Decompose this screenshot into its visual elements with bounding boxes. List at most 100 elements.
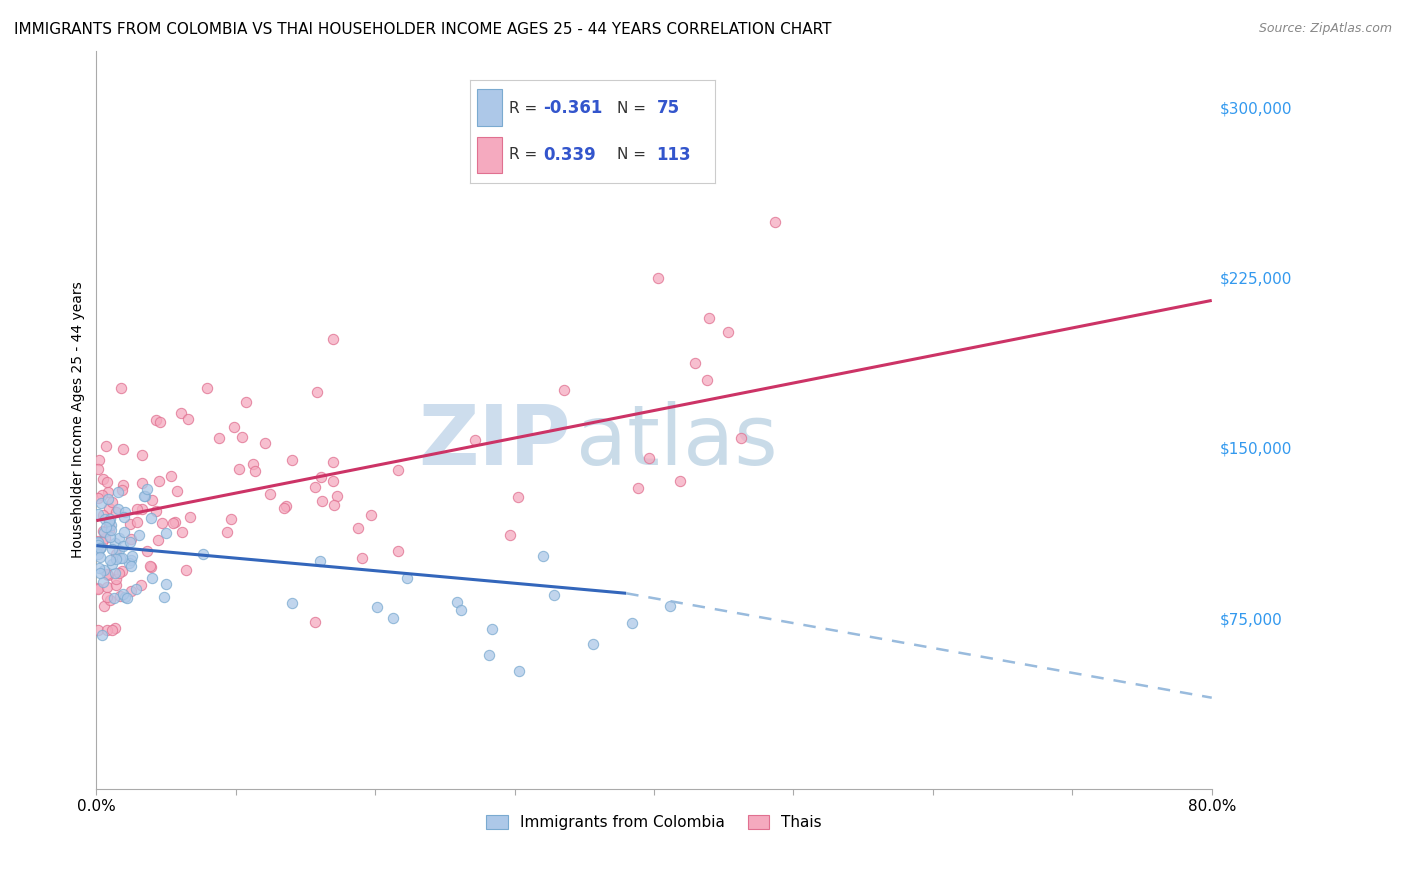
Point: [100, 517, 122, 532]
Point: [139, 559, 162, 574]
Point: [242, 458, 264, 472]
Point: [98, 593, 121, 607]
Point: [132, 489, 155, 503]
Point: [121, 549, 143, 564]
Point: [134, 489, 156, 503]
Point: [97, 484, 120, 499]
Point: [114, 590, 136, 604]
Point: [141, 559, 163, 574]
Point: [499, 528, 522, 542]
Point: [308, 554, 330, 568]
Point: [215, 524, 238, 539]
Point: [224, 420, 246, 434]
Point: [105, 572, 128, 586]
Point: [107, 531, 129, 545]
Point: [163, 515, 186, 529]
Point: [94, 531, 117, 545]
Point: [326, 489, 349, 503]
Point: [89, 541, 111, 555]
Point: [96, 623, 118, 637]
Text: Source: ZipAtlas.com: Source: ZipAtlas.com: [1258, 22, 1392, 36]
Point: [98, 501, 121, 516]
Point: [273, 501, 295, 516]
Y-axis label: Householder Income Ages 25 - 44 years: Householder Income Ages 25 - 44 years: [72, 281, 86, 558]
Point: [141, 511, 163, 525]
Point: [87, 535, 110, 549]
Point: [131, 578, 153, 592]
Point: [146, 533, 169, 547]
Point: [103, 591, 125, 605]
Point: [179, 509, 201, 524]
Point: [118, 556, 141, 570]
Point: [120, 558, 142, 573]
Point: [193, 547, 215, 561]
Point: [114, 505, 136, 519]
Point: [87, 581, 110, 595]
Point: [107, 485, 129, 500]
Point: [120, 553, 142, 567]
Point: [127, 516, 149, 530]
Point: [111, 550, 134, 565]
Point: [111, 442, 134, 457]
Point: [360, 508, 382, 522]
Point: [696, 373, 718, 387]
Point: [141, 571, 163, 585]
Point: [108, 550, 131, 565]
Point: [228, 461, 250, 475]
Point: [149, 416, 172, 430]
Point: [581, 637, 603, 651]
Point: [93, 563, 115, 577]
Point: [120, 516, 142, 531]
Point: [115, 591, 138, 606]
Point: [174, 563, 197, 577]
Point: [160, 469, 183, 483]
Point: [87, 491, 110, 506]
Point: [118, 535, 141, 549]
Legend: Immigrants from Colombia, Thais: Immigrants from Colombia, Thais: [479, 808, 828, 836]
Point: [543, 588, 565, 602]
Point: [464, 433, 486, 447]
Point: [697, 311, 720, 326]
Point: [717, 325, 740, 339]
Point: [152, 516, 174, 530]
Point: [446, 595, 468, 609]
Point: [231, 430, 253, 444]
Point: [145, 413, 167, 427]
Text: IMMIGRANTS FROM COLOMBIA VS THAI HOUSEHOLDER INCOME AGES 25 - 44 YEARS CORRELATI: IMMIGRANTS FROM COLOMBIA VS THAI HOUSEHO…: [14, 22, 831, 37]
Point: [93, 599, 115, 613]
Point: [125, 582, 148, 597]
Point: [89, 549, 111, 564]
Point: [669, 474, 692, 488]
Point: [621, 615, 644, 630]
Point: [98, 512, 121, 526]
Point: [153, 590, 176, 604]
Point: [506, 491, 529, 505]
Point: [647, 271, 669, 285]
Point: [208, 431, 231, 445]
Point: [136, 482, 159, 496]
Point: [305, 384, 328, 399]
Point: [155, 577, 177, 591]
Point: [97, 567, 120, 582]
Point: [89, 541, 111, 555]
Point: [105, 552, 128, 566]
Point: [96, 590, 118, 604]
Point: [120, 533, 142, 547]
Point: [96, 519, 118, 533]
Point: [131, 448, 153, 462]
Point: [107, 501, 129, 516]
Point: [104, 566, 127, 580]
Point: [111, 564, 134, 578]
Point: [87, 534, 110, 549]
Point: [98, 524, 121, 538]
Point: [96, 566, 118, 581]
Point: [127, 501, 149, 516]
Point: [101, 542, 124, 557]
Point: [93, 525, 115, 540]
Point: [350, 551, 373, 566]
Point: [177, 411, 200, 425]
Point: [87, 462, 110, 476]
Point: [87, 534, 110, 549]
Point: [90, 540, 112, 554]
Point: [281, 452, 304, 467]
